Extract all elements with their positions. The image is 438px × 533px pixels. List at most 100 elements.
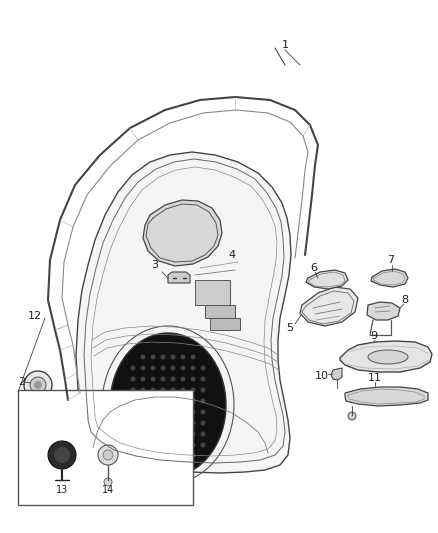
Circle shape: [160, 376, 166, 382]
Polygon shape: [195, 280, 230, 305]
Circle shape: [170, 409, 176, 415]
Polygon shape: [331, 368, 342, 380]
Ellipse shape: [110, 333, 226, 477]
Text: 7: 7: [388, 255, 395, 265]
Circle shape: [151, 376, 155, 382]
Circle shape: [170, 454, 176, 458]
Circle shape: [191, 354, 195, 359]
Circle shape: [191, 421, 195, 425]
Circle shape: [131, 442, 135, 448]
Circle shape: [170, 442, 176, 448]
Circle shape: [170, 421, 176, 425]
Circle shape: [201, 442, 205, 448]
Circle shape: [160, 366, 166, 370]
Circle shape: [160, 454, 166, 458]
Circle shape: [160, 432, 166, 437]
Polygon shape: [205, 305, 235, 318]
Circle shape: [24, 371, 52, 399]
Circle shape: [160, 387, 166, 392]
Polygon shape: [367, 302, 400, 320]
Circle shape: [191, 409, 195, 415]
Circle shape: [141, 399, 145, 403]
Polygon shape: [340, 341, 432, 372]
Text: 14: 14: [102, 485, 114, 495]
Text: 2: 2: [18, 377, 25, 387]
Polygon shape: [371, 269, 408, 287]
Polygon shape: [76, 152, 291, 473]
Circle shape: [180, 442, 186, 448]
Circle shape: [141, 421, 145, 425]
Circle shape: [201, 387, 205, 392]
Circle shape: [131, 376, 135, 382]
Circle shape: [201, 409, 205, 415]
FancyBboxPatch shape: [18, 390, 193, 505]
Circle shape: [151, 432, 155, 437]
Text: 9: 9: [371, 331, 378, 341]
Circle shape: [201, 376, 205, 382]
Circle shape: [180, 454, 186, 458]
Circle shape: [348, 412, 356, 420]
Circle shape: [180, 387, 186, 392]
Circle shape: [103, 450, 113, 460]
Circle shape: [201, 399, 205, 403]
Polygon shape: [143, 200, 222, 266]
Circle shape: [170, 399, 176, 403]
Circle shape: [104, 478, 112, 486]
Circle shape: [151, 409, 155, 415]
Circle shape: [141, 432, 145, 437]
Circle shape: [170, 387, 176, 392]
Circle shape: [191, 399, 195, 403]
Circle shape: [191, 432, 195, 437]
Circle shape: [151, 399, 155, 403]
Circle shape: [160, 409, 166, 415]
Circle shape: [170, 366, 176, 370]
Circle shape: [151, 387, 155, 392]
Circle shape: [141, 409, 145, 415]
Circle shape: [170, 354, 176, 359]
Circle shape: [34, 381, 42, 389]
Circle shape: [30, 377, 46, 393]
Polygon shape: [300, 287, 358, 326]
Text: 4: 4: [229, 250, 236, 260]
Circle shape: [180, 399, 186, 403]
Circle shape: [191, 454, 195, 458]
Circle shape: [151, 454, 155, 458]
Circle shape: [180, 354, 186, 359]
Text: 5: 5: [286, 323, 293, 333]
Circle shape: [131, 432, 135, 437]
Circle shape: [98, 445, 118, 465]
Circle shape: [180, 366, 186, 370]
Text: 8: 8: [402, 295, 409, 305]
Circle shape: [141, 442, 145, 448]
Circle shape: [201, 421, 205, 425]
Circle shape: [151, 354, 155, 359]
Text: 1: 1: [282, 40, 289, 50]
Text: 13: 13: [56, 485, 68, 495]
Polygon shape: [168, 272, 190, 283]
Circle shape: [180, 421, 186, 425]
Circle shape: [180, 376, 186, 382]
Circle shape: [160, 442, 166, 448]
Polygon shape: [345, 387, 428, 406]
Circle shape: [191, 376, 195, 382]
Circle shape: [131, 409, 135, 415]
Circle shape: [191, 366, 195, 370]
Circle shape: [160, 399, 166, 403]
Circle shape: [141, 354, 145, 359]
Circle shape: [141, 366, 145, 370]
Circle shape: [141, 454, 145, 458]
Circle shape: [180, 409, 186, 415]
Circle shape: [191, 387, 195, 392]
Circle shape: [160, 421, 166, 425]
Polygon shape: [306, 270, 348, 289]
Text: 10: 10: [315, 371, 329, 381]
Circle shape: [201, 432, 205, 437]
Circle shape: [191, 442, 195, 448]
Ellipse shape: [368, 350, 408, 364]
Circle shape: [151, 421, 155, 425]
Circle shape: [131, 399, 135, 403]
Circle shape: [170, 432, 176, 437]
Circle shape: [48, 441, 76, 469]
Circle shape: [201, 366, 205, 370]
Text: 11: 11: [368, 373, 382, 383]
